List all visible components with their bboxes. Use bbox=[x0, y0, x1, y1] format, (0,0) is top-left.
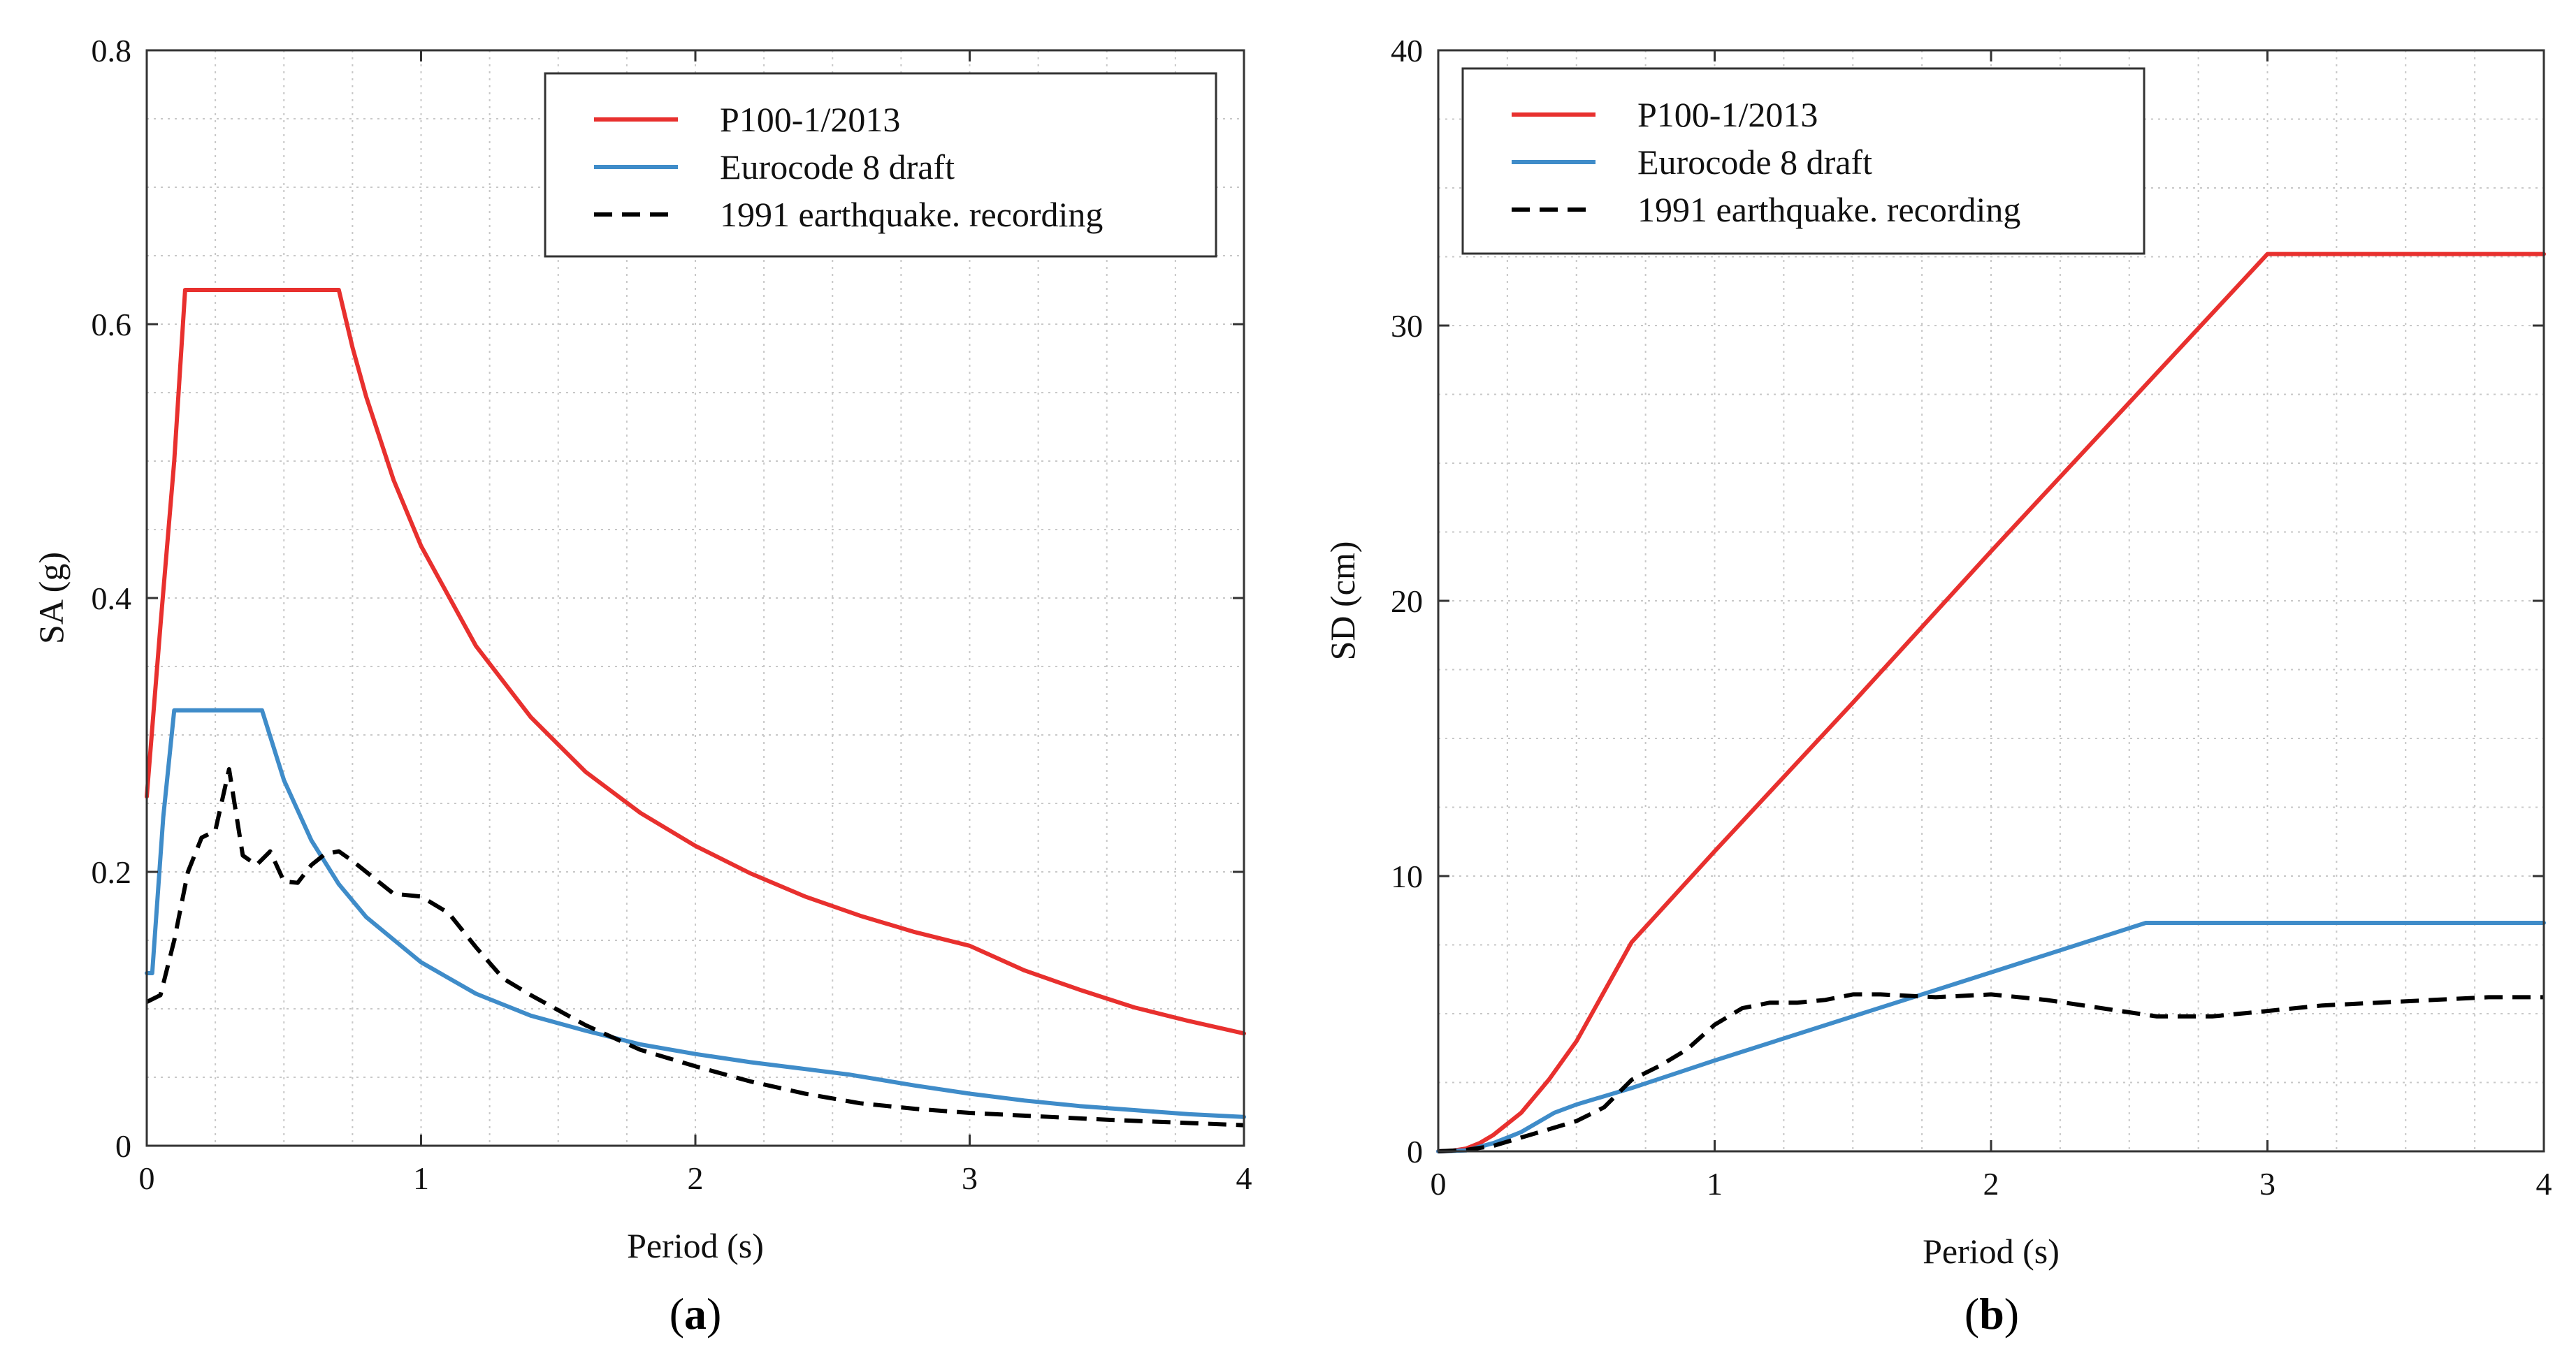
y-tick-label: 0.4 bbox=[92, 581, 132, 616]
y-tick-label: 20 bbox=[1391, 583, 1423, 619]
y-tick-label: 0.8 bbox=[92, 33, 132, 68]
x-tick-label: 2 bbox=[688, 1160, 704, 1196]
y-tick-label: 10 bbox=[1391, 859, 1423, 894]
legend-label: P100-1/2013 bbox=[1637, 95, 1818, 134]
legend-label: Eurocode 8 draft bbox=[1637, 143, 1872, 182]
x-tick-label: 3 bbox=[962, 1160, 978, 1196]
series-line-1 bbox=[145, 288, 1246, 1036]
series-line-2 bbox=[1436, 921, 2546, 1153]
legend-label: 1991 earthquake. recording bbox=[720, 195, 1103, 234]
panel-caption: (a) bbox=[670, 1289, 722, 1339]
series-line-1 bbox=[1436, 252, 2546, 1153]
tick-marks bbox=[1437, 49, 2545, 1153]
x-tick-label: 4 bbox=[1236, 1160, 1252, 1196]
y-axis-title: SA (g) bbox=[31, 552, 71, 644]
x-tick-label: 2 bbox=[1983, 1166, 1999, 1202]
legend-label: 1991 earthquake. recording bbox=[1637, 190, 2020, 229]
series-line-3 bbox=[145, 767, 1245, 1128]
y-tick-label: 0 bbox=[1407, 1134, 1423, 1169]
x-tick-label: 1 bbox=[1707, 1166, 1723, 1202]
y-tick-label: 0.2 bbox=[92, 854, 132, 890]
chart-panel-a: 0 1 2 3 4 0 0.2 0.4 0.6 0.8 Period (s) SA (g) P100-1… bbox=[31, 33, 1252, 1339]
y-tick-label: 0.6 bbox=[92, 307, 132, 342]
y-tick-label: 0 bbox=[115, 1128, 131, 1164]
x-tick-label: 1 bbox=[413, 1160, 429, 1196]
legend: P100-1/2013 Eurocode 8 draft 1991 earthqua… bbox=[1461, 67, 2146, 255]
x-tick-label: 3 bbox=[2259, 1166, 2275, 1202]
x-axis-title: Period (s) bbox=[627, 1226, 764, 1265]
x-tick-label: 0 bbox=[1431, 1166, 1447, 1202]
x-tick-label: 0 bbox=[139, 1160, 155, 1196]
x-axis-title: Period (s) bbox=[1923, 1232, 2060, 1271]
y-tick-label: 40 bbox=[1391, 33, 1423, 68]
legend-label: Eurocode 8 draft bbox=[720, 147, 955, 187]
legend: P100-1/2013 Eurocode 8 draft 1991 earthqua… bbox=[544, 72, 1217, 258]
series-line-2 bbox=[145, 708, 1246, 1119]
tick-marks bbox=[145, 49, 1245, 1147]
panel-caption: (b) bbox=[1964, 1289, 2019, 1339]
y-tick-label: 30 bbox=[1391, 308, 1423, 344]
legend-box bbox=[544, 72, 1217, 258]
x-tick-label: 4 bbox=[2536, 1166, 2552, 1202]
legend-label: P100-1/2013 bbox=[720, 100, 900, 139]
series-line-3 bbox=[1438, 992, 2544, 1153]
y-axis-title: SD (cm) bbox=[1323, 541, 1362, 661]
